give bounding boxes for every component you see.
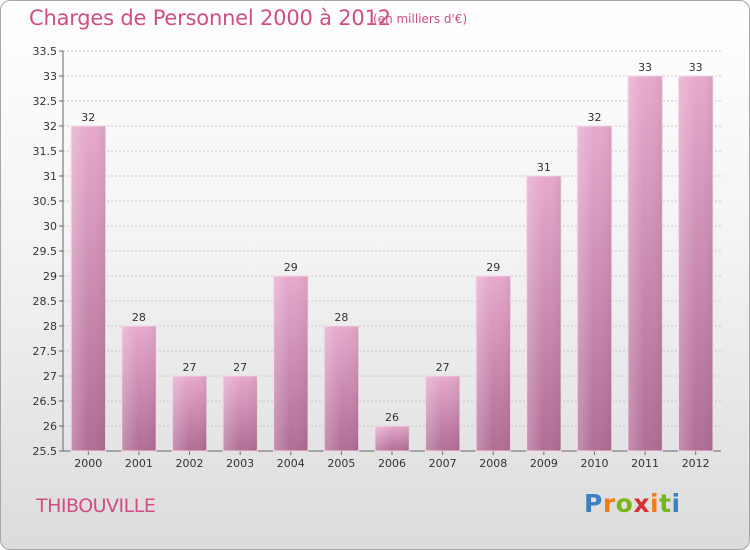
data-label: 33 bbox=[689, 61, 703, 74]
y-tick-label: 30 bbox=[43, 220, 57, 233]
data-label: 27 bbox=[183, 361, 197, 374]
grid-lines bbox=[63, 50, 721, 452]
y-tick-label: 25.5 bbox=[33, 445, 58, 458]
y-tick-label: 26.5 bbox=[33, 395, 58, 408]
x-tick-label: 2008 bbox=[479, 457, 507, 470]
y-tick-label: 33.5 bbox=[33, 45, 58, 58]
data-label: 28 bbox=[334, 311, 348, 324]
x-tick-label: 2011 bbox=[631, 457, 659, 470]
x-tick-label: 2009 bbox=[530, 457, 558, 470]
y-tick-label: 29.5 bbox=[33, 245, 58, 258]
x-tick-label: 2007 bbox=[429, 457, 457, 470]
x-tick-label: 2000 bbox=[74, 457, 102, 470]
y-tick-label: 31 bbox=[43, 170, 57, 183]
bar-shade bbox=[476, 276, 511, 451]
data-label: 27 bbox=[436, 361, 450, 374]
bar-shade bbox=[222, 376, 258, 451]
y-tick-label: 27.5 bbox=[33, 345, 58, 358]
commune-name: THIBOUVILLE bbox=[36, 495, 156, 517]
x-tick-label: 2002 bbox=[176, 457, 204, 470]
data-label: 32 bbox=[587, 111, 601, 124]
y-tick-label: 26 bbox=[43, 420, 57, 433]
y-tick-label: 29 bbox=[43, 270, 57, 283]
axes bbox=[59, 50, 721, 455]
x-tick-label: 2001 bbox=[125, 457, 153, 470]
y-tick-label: 28 bbox=[43, 320, 57, 333]
data-label: 27 bbox=[233, 361, 247, 374]
bar-shade bbox=[172, 376, 207, 451]
bar-shade bbox=[678, 76, 713, 451]
proxiti-logo: Proxiti bbox=[584, 489, 681, 518]
y-tick-label: 33 bbox=[43, 70, 57, 83]
bars bbox=[70, 75, 714, 452]
y-tick-label: 31.5 bbox=[33, 145, 58, 158]
chart-subtitle: (en milliers d'€) bbox=[373, 12, 468, 26]
bar-shade bbox=[577, 126, 612, 451]
x-tick-label: 2010 bbox=[580, 457, 608, 470]
bar-shade bbox=[121, 326, 157, 451]
bar-shade bbox=[526, 176, 562, 451]
y-tick-label: 27 bbox=[43, 370, 57, 383]
x-tick-label: 2005 bbox=[327, 457, 355, 470]
x-tick-label: 2004 bbox=[277, 457, 305, 470]
data-label: 28 bbox=[132, 311, 146, 324]
x-tick-label: 2012 bbox=[682, 457, 710, 470]
labels: 25.5 26 26.5 27 27.5 28 28.5 29 29.5 30 30.5 31 31.5… bbox=[33, 45, 710, 470]
chart-title: Charges de Personnel 2000 à 2012 bbox=[29, 6, 391, 30]
bar-shade bbox=[627, 76, 663, 451]
data-label: 29 bbox=[486, 261, 500, 274]
y-tick-label: 30.5 bbox=[33, 195, 58, 208]
data-label: 26 bbox=[385, 411, 399, 424]
y-tick-label: 32 bbox=[43, 120, 57, 133]
bar-shade bbox=[71, 126, 106, 451]
data-label: 32 bbox=[81, 111, 95, 124]
data-label: 31 bbox=[537, 161, 551, 174]
bar-shade bbox=[324, 326, 359, 451]
bar-shade bbox=[374, 426, 410, 451]
y-tick-label: 32.5 bbox=[33, 95, 58, 108]
x-tick-label: 2006 bbox=[378, 457, 406, 470]
x-tick-label: 2003 bbox=[226, 457, 254, 470]
data-label: 29 bbox=[284, 261, 298, 274]
bar-shade bbox=[425, 376, 460, 451]
data-label: 33 bbox=[638, 61, 652, 74]
y-tick-label: 28.5 bbox=[33, 295, 58, 308]
bar-shade bbox=[273, 276, 308, 451]
